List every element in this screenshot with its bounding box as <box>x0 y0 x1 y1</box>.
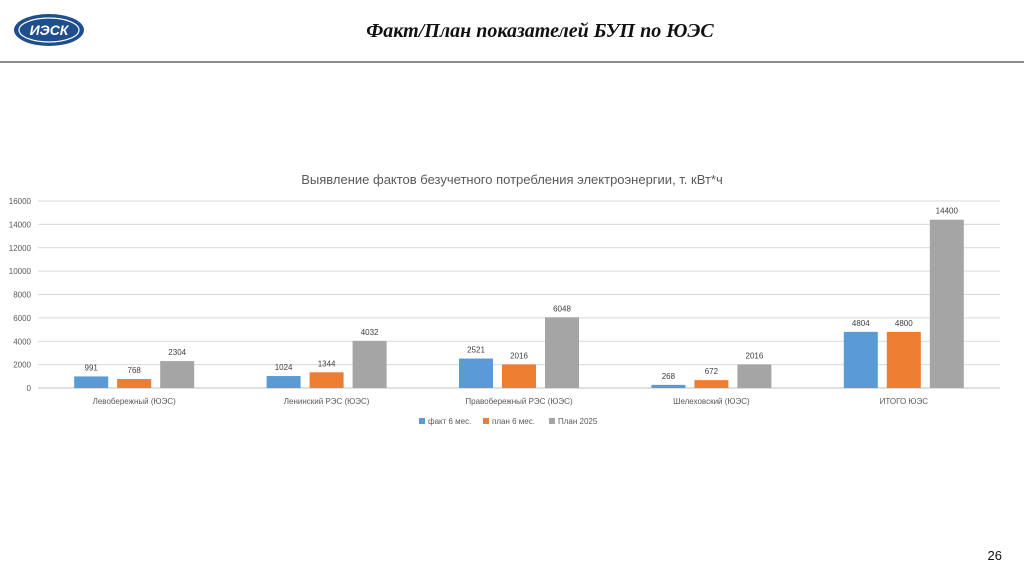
y-axis-ticks: 0 2000 4000 6000 8000 10000 12000 14000 16000 <box>9 197 32 393</box>
data-label: 4800 <box>895 319 913 328</box>
y-tick-label: 2000 <box>13 361 31 370</box>
bar <box>160 361 195 388</box>
bar <box>266 376 301 388</box>
category-label: Правобережный РЭС (ЮЭС) <box>465 397 573 406</box>
grid-lines <box>38 200 1000 389</box>
bar <box>737 364 772 388</box>
data-label: 4804 <box>852 319 870 328</box>
bar <box>651 384 686 388</box>
category-label: Ленинский РЭС (ЮЭС) <box>284 397 370 406</box>
legend-label: план 6 мес. <box>492 417 535 426</box>
bar <box>545 317 579 388</box>
bar <box>502 364 536 388</box>
company-logo: ИЭСК <box>12 12 86 48</box>
legend-swatch <box>549 418 555 424</box>
y-tick-label: 12000 <box>9 244 32 253</box>
page-number: 26 <box>987 548 1002 563</box>
data-label: 2016 <box>746 351 764 360</box>
bar <box>117 379 152 388</box>
bar <box>352 340 387 388</box>
data-label: 768 <box>128 366 142 375</box>
data-label: 1024 <box>275 363 293 372</box>
y-tick-label: 10000 <box>9 267 32 276</box>
y-tick-label: 16000 <box>9 197 32 206</box>
data-label: 6048 <box>553 304 571 313</box>
bar <box>886 331 921 388</box>
category-label: ИТОГО ЮЭС <box>880 397 929 406</box>
data-labels: 991 768 2304 1024 1344 4032 2521 2016 6048 268 672… <box>85 207 959 381</box>
category-label: Левобережный (ЮЭС) <box>93 397 177 406</box>
legend-swatch <box>419 418 425 424</box>
y-tick-label: 6000 <box>13 314 31 323</box>
slide-title: Факт/План показателей БУП по ЮЭС <box>366 20 714 42</box>
data-label: 2016 <box>510 351 528 360</box>
legend-swatch <box>483 418 489 424</box>
logo-text: ИЭСК <box>30 22 70 38</box>
header-divider <box>0 61 1024 63</box>
bar <box>459 358 493 388</box>
y-tick-label: 14000 <box>9 220 32 229</box>
legend: факт 6 мес. план 6 мес. План 2025 <box>419 417 598 426</box>
bars <box>74 219 964 388</box>
bar <box>74 376 109 388</box>
bar <box>694 380 729 388</box>
data-label: 268 <box>662 372 676 381</box>
legend-label: факт 6 мес. <box>428 417 471 426</box>
category-label: Шелеховский (ЮЭС) <box>673 397 750 406</box>
category-labels: Левобережный (ЮЭС) Ленинский РЭС (ЮЭС) Пра… <box>93 397 929 406</box>
data-label: 4032 <box>361 328 379 337</box>
y-tick-label: 0 <box>27 384 32 393</box>
bar <box>309 372 344 388</box>
data-label: 14400 <box>936 207 959 216</box>
data-label: 2521 <box>467 346 485 355</box>
data-label: 2304 <box>168 348 186 357</box>
data-label: 1344 <box>318 359 336 368</box>
data-label: 672 <box>705 367 719 376</box>
legend-label: План 2025 <box>558 417 598 426</box>
bar <box>929 219 964 388</box>
y-tick-label: 8000 <box>13 291 31 300</box>
data-label: 991 <box>85 363 99 372</box>
bar <box>843 331 878 388</box>
chart-title: Выявление фактов безучетного потребления… <box>301 172 723 187</box>
y-tick-label: 4000 <box>13 337 31 346</box>
